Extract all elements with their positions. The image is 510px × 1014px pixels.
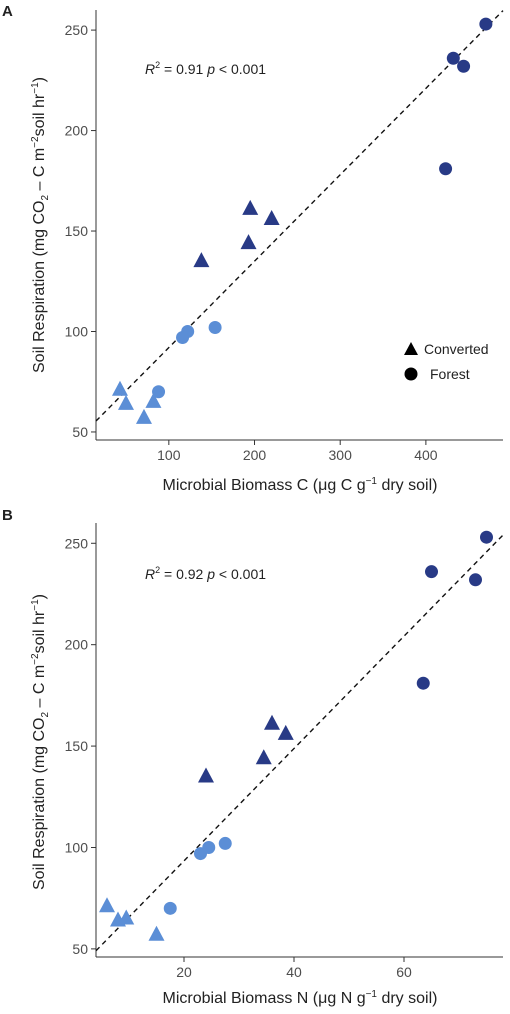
y-tick-label-a: 100 xyxy=(65,323,89,339)
data-point-triangle-a xyxy=(242,199,259,215)
y-axis-title-b: Soil Respiration (mg CO2 – C m−2soil hr−… xyxy=(30,594,51,890)
y-tick-label-b: 200 xyxy=(65,637,89,653)
x-tick-label-a: 100 xyxy=(157,447,181,463)
legend-triangle-icon xyxy=(404,342,418,355)
data-point-circle-a xyxy=(152,385,166,399)
x-tick-label-a: 200 xyxy=(243,447,267,463)
y-axis-title-a: Soil Respiration (mg CO2 – C m−2soil hr−… xyxy=(30,77,51,373)
legend-circle-icon xyxy=(404,367,418,381)
data-point-circle-a xyxy=(439,162,453,176)
x-tick-label-b: 60 xyxy=(396,964,412,980)
data-point-circle-b xyxy=(218,836,232,850)
x-tick-label-a: 300 xyxy=(329,447,353,463)
y-tick-label-b: 50 xyxy=(72,941,88,957)
data-point-triangle-b xyxy=(198,767,214,783)
data-point-circle-a xyxy=(457,59,471,73)
data-point-circle-b xyxy=(194,847,207,861)
data-point-circle-b xyxy=(425,565,438,579)
y-tick-label-a: 50 xyxy=(72,424,88,440)
fit-line-b xyxy=(95,534,504,952)
data-point-triangle-a xyxy=(193,252,210,268)
data-point-triangle-a xyxy=(240,234,257,250)
data-point-triangle-a xyxy=(111,380,128,396)
x-tick-label-b: 20 xyxy=(176,964,192,980)
data-point-triangle-b xyxy=(118,909,135,925)
data-point-circle-b xyxy=(416,676,430,690)
data-point-triangle-a xyxy=(135,408,152,424)
data-point-circle-a xyxy=(176,331,190,345)
data-point-triangle-a xyxy=(145,392,162,408)
data-point-circle-b xyxy=(469,573,482,587)
data-point-triangle-b xyxy=(148,925,165,941)
data-point-triangle-b xyxy=(255,749,272,765)
data-point-circle-a xyxy=(208,320,222,334)
legend: Converted Forest xyxy=(404,341,489,382)
y-tick-label-b: 150 xyxy=(65,738,89,754)
x-axis-title-b: Microbial Biomass N (μg N g−1 dry soil) xyxy=(163,989,438,1007)
y-tick-label-b: 100 xyxy=(65,839,89,855)
x-tick-label-a: 400 xyxy=(414,447,438,463)
fit-annotation-b: R2 = 0.92 p < 0.001 xyxy=(145,565,266,582)
y-tick-label-b: 250 xyxy=(65,535,89,551)
legend-label-converted: Converted xyxy=(424,341,489,357)
data-point-triangle-b xyxy=(277,724,294,740)
data-point-circle-a xyxy=(446,51,460,65)
data-point-triangle-b xyxy=(264,714,280,730)
x-axis-title-a: Microbial Biomass C (μg C g−1 dry soil) xyxy=(163,476,438,494)
y-tick-label-a: 250 xyxy=(65,22,89,38)
panel-letter-b: B xyxy=(2,507,13,524)
panel-letter-a: A xyxy=(2,3,13,20)
y-tick-label-a: 150 xyxy=(65,223,89,239)
fit-line-a xyxy=(95,10,504,422)
x-tick-label-b: 40 xyxy=(286,964,302,980)
data-point-triangle-b xyxy=(99,897,115,913)
panel-a: A R2 = 0.91 p < 0.001 Converted Forest M… xyxy=(2,3,504,494)
data-point-circle-b xyxy=(163,901,177,915)
data-point-triangle-a xyxy=(117,394,134,410)
fit-annotation-a: R2 = 0.91 p < 0.001 xyxy=(145,60,266,77)
data-point-circle-a xyxy=(479,17,493,31)
panel-b: B R2 = 0.92 p < 0.001 Microbial Biomass … xyxy=(2,507,504,1007)
legend-label-forest: Forest xyxy=(430,366,470,382)
data-point-triangle-a xyxy=(263,209,280,225)
y-tick-label-a: 200 xyxy=(65,123,89,139)
data-point-circle-b xyxy=(480,530,493,544)
